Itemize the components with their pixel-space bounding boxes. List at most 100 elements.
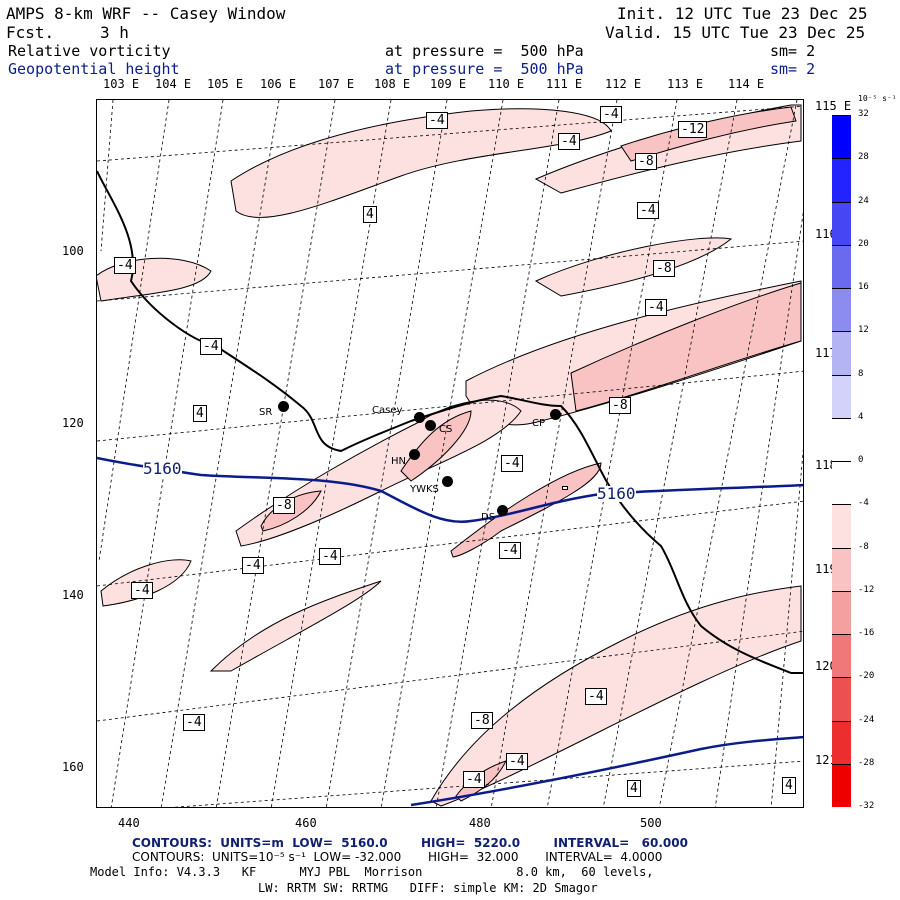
contour-label: -4 [585,688,607,705]
height-contour-5160-left [97,456,803,524]
colorbar-tick-label: 4 [858,411,864,422]
y-tick-160: 160 [62,760,84,774]
footer-model-info: Model Info: V4.3.3 KF MYJ PBL Morrison 8… [90,865,654,879]
map-canvas [97,100,803,807]
fcst-value: 3 h [100,23,129,42]
y-tick-100: 100 [62,244,84,258]
station-marker-casey[interactable] [414,412,425,423]
colorbar-tick-label: -16 [858,628,875,638]
x-tick-440: 440 [118,816,140,830]
footer-physics-info: LW: RRTM SW: RRTMG DIFF: simple KM: 2D S… [258,881,598,895]
colorbar-segment [832,374,851,418]
colorbar-tick-label: 16 [858,282,869,292]
footer-height-contours: CONTOURS: UNITS=m LOW= 5160.0 HIGH= 5220… [132,836,688,850]
contour-label: -4 [506,753,528,770]
contour-label: -8 [635,153,657,170]
lon-label-104: 104 E [155,77,192,91]
lon-label-109: 109 E [430,77,467,91]
colorbar-segment [832,158,851,202]
colorbar-segment [832,547,851,591]
contour-label: -4 [200,338,222,355]
field2-name: Geopotential height [8,60,180,78]
colorbar-segment [832,634,851,678]
lon-label-106: 106 E [260,77,297,91]
colorbar-segment [832,331,851,375]
contour-label: 4 [782,777,796,794]
height-contour-label: 5160 [143,459,182,478]
station-marker-ds[interactable] [497,505,508,516]
colorbar-tick-label: 32 [858,109,869,119]
colorbar-segment [832,504,851,548]
contour-label: -4 [600,106,622,123]
colorbar-tick-label: 20 [858,238,869,249]
y-tick-120: 120 [62,416,84,430]
colorbar-tick-label: 28 [858,152,869,163]
station-marker-cp[interactable] [550,409,561,420]
lon-label-107: 107 E [318,77,355,91]
field2-sm: sm= 2 [770,60,816,78]
colorbar-segment [832,115,851,159]
contour-label: -4 [319,548,341,565]
colorbar-segment [832,201,851,245]
lon-label-113: 113 E [667,77,704,91]
station-label-ds: DS [481,512,496,523]
field2-pressure: at pressure = 500 hPa [385,60,584,78]
lon-label-105: 105 E [207,77,244,91]
shade-region-top-left [230,108,612,219]
station-marker-ywks[interactable] [442,476,453,487]
height-contour-label: 5160 [597,484,636,503]
contour-label: -8 [609,397,631,414]
footer-vorticity-contours: CONTOURS: UNITS=10⁻⁵ s⁻¹ LOW= -32.000 HI… [132,850,663,864]
station-marker-cs[interactable] [425,420,436,431]
colorbar-tick-label: -8 [858,541,869,552]
colorbar-segment [832,590,851,634]
colorbar [832,95,851,807]
colorbar-segment [832,461,851,505]
shade-region-upper-right-band [534,237,733,297]
contour-label: 4 [627,780,641,797]
contour-label: -4 [499,542,521,559]
colorbar-tick-label: -28 [858,757,875,768]
station-label-casey: Casey [372,405,403,416]
shade-region-central-dark [400,410,472,482]
contour-label: -4 [114,257,136,274]
contour-label: -4 [131,582,153,599]
lon-label-114: 114 E [728,77,765,91]
x-tick-500: 500 [640,816,662,830]
contour-label [562,486,568,490]
contour-label: -4 [558,133,580,150]
valid-time: Valid. 15 UTC Tue 23 Dec 25 [605,23,866,42]
x-tick-480: 480 [469,816,491,830]
station-label-ywks: YWKS [410,484,439,495]
x-tick-460: 460 [295,816,317,830]
height-contour-5160-bottom [410,735,803,807]
lon-label-110: 110 E [488,77,525,91]
contour-label: 4 [363,206,377,223]
cs-label: CS [439,424,453,435]
lon-label-112: 112 E [605,77,642,91]
fcst-label: Fcst. [6,23,55,42]
colorbar-segment [832,244,851,288]
contour-label: -4 [637,202,659,219]
map-panel[interactable]: -4 -4 -12 -4 -8 4 -4 -4 -8 -4 -4 4 -8 CS… [96,99,804,808]
colorbar-segment [832,677,851,721]
contour-label: -4 [242,557,264,574]
colorbar-tick-label: -32 [858,801,875,811]
field1-pressure: at pressure = 500 hPa [385,42,584,60]
contour-label: -4 [501,455,523,472]
field1-sm: sm= 2 [770,42,816,60]
shade-region-mid-left-band [209,580,382,672]
contour-label: -8 [273,497,295,514]
colorbar-segment [832,417,851,461]
colorbar-tick-label: -4 [858,498,869,509]
colorbar-tick-label: 8 [858,368,864,379]
lon-label-115: 115 E [815,99,852,113]
station-marker-sr[interactable] [278,401,289,412]
contour-label: -8 [653,260,675,277]
colorbar-tick-label: -12 [858,584,875,595]
colorbar-unit: 10⁻⁵ s⁻¹ [858,94,897,103]
colorbar-tick-label: -24 [858,714,875,725]
contour-label: -4 [183,714,205,731]
station-marker-hn[interactable] [409,449,420,460]
init-time: Init. 12 UTC Tue 23 Dec 25 [617,4,868,23]
